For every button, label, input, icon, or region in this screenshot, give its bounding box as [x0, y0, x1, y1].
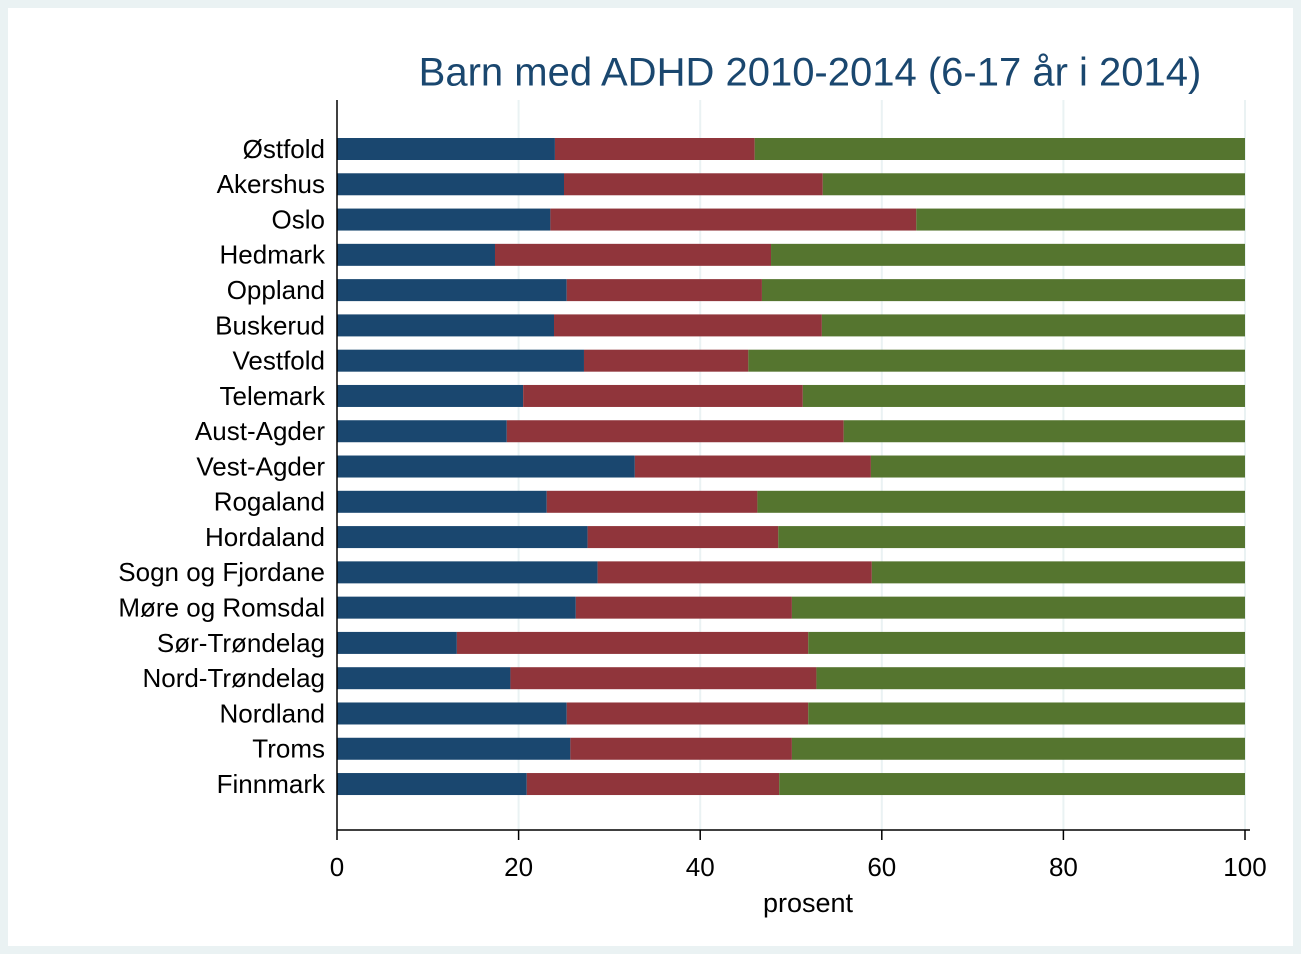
bar-segment — [843, 420, 1245, 443]
y-tick-label: Nordland — [219, 698, 325, 728]
y-tick-label: Hordaland — [205, 522, 325, 552]
bar-segment — [587, 526, 779, 549]
y-tick-label: Rogaland — [214, 487, 325, 517]
bar-segment — [754, 138, 1245, 160]
y-tick-label: Vest-Agder — [196, 451, 325, 481]
bar-segment — [554, 314, 822, 337]
bar-segment — [791, 596, 1245, 619]
y-tick-label: Hedmark — [220, 240, 326, 270]
y-tick-label: Østfold — [243, 134, 325, 164]
bar-segment — [337, 561, 598, 584]
y-tick-label: Troms — [252, 734, 325, 764]
bar-segment — [778, 526, 1245, 549]
y-tick-label: Finnmark — [217, 769, 326, 799]
bar-segment — [337, 455, 635, 478]
bar-segment — [583, 349, 749, 372]
bar-segment — [337, 490, 547, 513]
bar-segment — [337, 384, 524, 407]
x-tick-label: 80 — [1049, 852, 1078, 882]
x-tick-label: 40 — [686, 852, 715, 882]
bar-segment — [494, 243, 772, 266]
bar-segment — [597, 561, 872, 584]
y-tick-label: Vestfold — [232, 346, 325, 376]
bar-segment — [808, 631, 1245, 654]
bar-segment — [506, 420, 844, 443]
bar-segment — [634, 455, 871, 478]
y-tick-label: Sør-Trøndelag — [157, 628, 325, 658]
bars — [337, 138, 1245, 796]
ticks: 0 20 40 60 80 100 Østfold Akershus Oslo Hedmark Op… — [118, 134, 1266, 882]
bar-segment — [916, 208, 1245, 231]
y-tick-label: Buskerud — [215, 310, 325, 340]
y-tick-label: Oppland — [227, 275, 325, 305]
bar-segment — [821, 314, 1245, 337]
bar-segment — [771, 243, 1245, 266]
bar-segment — [337, 631, 457, 654]
bar-segment — [546, 490, 758, 513]
bar-segment — [337, 279, 567, 302]
bar-segment — [337, 526, 588, 549]
bar-segment — [337, 314, 555, 337]
bar-segment — [802, 384, 1245, 407]
bar-segment — [337, 737, 571, 760]
y-tick-label: Sogn og Fjordane — [118, 557, 325, 587]
bar-segment — [870, 455, 1245, 478]
bar-segment — [337, 173, 564, 196]
bar-segment — [566, 702, 809, 725]
bar-segment — [510, 667, 817, 690]
bar-segment — [816, 667, 1245, 690]
bar-segment — [337, 596, 576, 619]
bar-segment — [779, 773, 1245, 796]
chart-title: Barn med ADHD 2010-2014 (6-17 år i 2014) — [419, 51, 1202, 95]
x-tick-label: 0 — [330, 852, 344, 882]
bar-segment — [337, 773, 527, 796]
bar-segment — [570, 737, 792, 760]
bar-segment — [337, 138, 555, 160]
y-tick-label: Telemark — [220, 381, 326, 411]
bar-segment — [575, 596, 792, 619]
bar-segment — [337, 208, 551, 231]
y-tick-label: Akershus — [217, 169, 325, 199]
bar-segment — [757, 490, 1245, 513]
bar-segment — [564, 173, 823, 196]
y-tick-label: Nord-Trøndelag — [142, 663, 325, 693]
x-tick-label: 100 — [1223, 852, 1266, 882]
bar-segment — [550, 208, 917, 231]
bar-segment — [337, 420, 507, 443]
bar-segment — [523, 384, 803, 407]
bar-segment — [761, 279, 1245, 302]
bar-segment — [526, 773, 780, 796]
y-tick-label: Aust-Agder — [195, 416, 325, 446]
bar-segment — [808, 702, 1245, 725]
bar-segment — [456, 631, 809, 654]
bar-segment — [871, 561, 1245, 584]
bar-segment — [566, 279, 762, 302]
y-tick-label: Oslo — [272, 204, 325, 234]
x-tick-label: 60 — [867, 852, 896, 882]
bar-segment — [554, 138, 755, 160]
bar-segment — [748, 349, 1245, 372]
bar-segment — [337, 702, 567, 725]
x-tick-label: 20 — [504, 852, 533, 882]
bar-segment — [337, 667, 511, 690]
bar-segment — [791, 737, 1245, 760]
bar-segment — [337, 243, 495, 266]
bar-segment — [337, 349, 584, 372]
y-tick-label: Møre og Romsdal — [118, 593, 325, 623]
bar-segment — [822, 173, 1245, 196]
x-axis-label: prosent — [763, 888, 854, 918]
